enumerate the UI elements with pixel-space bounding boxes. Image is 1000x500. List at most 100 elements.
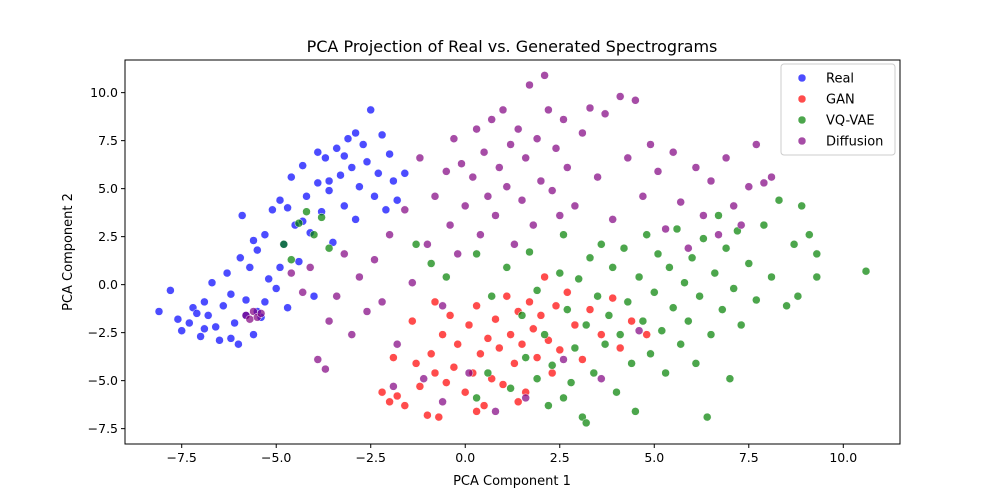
data-point <box>411 359 421 368</box>
data-point <box>241 295 251 305</box>
data-point <box>642 330 651 339</box>
data-point <box>294 218 304 228</box>
data-point <box>423 410 432 420</box>
data-point <box>714 211 723 220</box>
data-point <box>445 220 455 230</box>
data-point <box>793 291 803 301</box>
data-point <box>279 240 289 249</box>
data-point <box>691 359 701 368</box>
data-point <box>483 368 493 378</box>
data-point <box>699 234 708 243</box>
data-point <box>604 311 614 320</box>
data-point <box>736 320 746 330</box>
data-point <box>438 397 447 407</box>
data-point <box>283 203 292 213</box>
data-point <box>634 326 644 335</box>
data-point <box>215 336 224 345</box>
data-point <box>559 393 568 403</box>
data-point <box>245 263 255 272</box>
data-point <box>721 153 731 163</box>
data-point <box>495 343 504 353</box>
data-point <box>366 105 375 115</box>
data-point <box>430 297 440 307</box>
data-point <box>491 314 500 324</box>
data-point <box>468 172 478 182</box>
data-point <box>355 182 364 191</box>
data-point <box>710 268 720 278</box>
data-point <box>324 176 334 186</box>
data-point <box>287 255 296 264</box>
data-point <box>759 220 769 230</box>
data-point <box>207 278 217 287</box>
y-tick-label: 10.0 <box>90 85 118 100</box>
data-point <box>324 186 334 195</box>
data-point <box>680 278 689 287</box>
data-point <box>370 192 379 201</box>
data-point <box>245 314 255 324</box>
data-point <box>646 140 655 149</box>
data-point <box>812 249 822 259</box>
data-point <box>476 230 485 239</box>
data-point <box>597 330 606 339</box>
data-point <box>154 307 164 316</box>
data-point <box>510 240 519 249</box>
data-point <box>608 293 617 303</box>
data-point <box>381 205 391 215</box>
data-point <box>483 192 493 201</box>
data-point <box>313 178 323 188</box>
data-point <box>559 355 568 364</box>
data-point <box>540 330 549 339</box>
data-point <box>668 303 678 312</box>
x-tick-label: 2.5 <box>550 450 570 465</box>
data-point <box>415 382 425 391</box>
data-point <box>219 301 228 311</box>
data-point <box>453 249 462 259</box>
data-point <box>268 205 277 215</box>
data-point <box>324 243 334 253</box>
data-point <box>638 316 648 326</box>
data-point <box>449 134 459 143</box>
data-point <box>400 205 410 215</box>
x-tick-label: −7.5 <box>167 450 197 465</box>
data-point <box>343 134 353 143</box>
data-point <box>487 291 496 301</box>
data-point <box>464 320 474 330</box>
data-point <box>502 263 512 272</box>
x-tick-label: −2.5 <box>356 450 386 465</box>
data-point <box>578 128 587 138</box>
data-point <box>638 192 648 201</box>
data-point <box>600 109 610 119</box>
data-point <box>305 263 315 272</box>
data-point <box>532 134 542 143</box>
data-point <box>612 387 621 397</box>
data-point <box>744 182 754 191</box>
data-point <box>392 195 402 205</box>
data-point <box>619 243 629 253</box>
data-point <box>532 374 542 383</box>
data-point <box>661 368 670 378</box>
data-point <box>264 274 273 284</box>
data-point <box>287 172 296 182</box>
data-point <box>600 339 610 349</box>
data-point <box>691 163 701 172</box>
data-point <box>298 288 307 297</box>
data-point <box>362 157 372 167</box>
data-point <box>665 263 674 272</box>
data-point <box>506 384 515 393</box>
data-point <box>302 192 311 201</box>
data-point <box>623 153 633 163</box>
data-point <box>442 378 451 387</box>
data-point <box>362 307 372 316</box>
legend: Real GAN VQ-VAE Diffusion <box>780 63 896 156</box>
data-point <box>253 245 262 255</box>
data-point <box>657 326 667 335</box>
data-point <box>547 368 557 378</box>
data-point <box>275 263 285 272</box>
data-point <box>389 353 398 362</box>
data-point <box>653 249 663 259</box>
data-point <box>321 153 330 163</box>
data-point <box>400 401 410 410</box>
legend-marker <box>797 115 807 125</box>
data-point <box>627 359 636 368</box>
